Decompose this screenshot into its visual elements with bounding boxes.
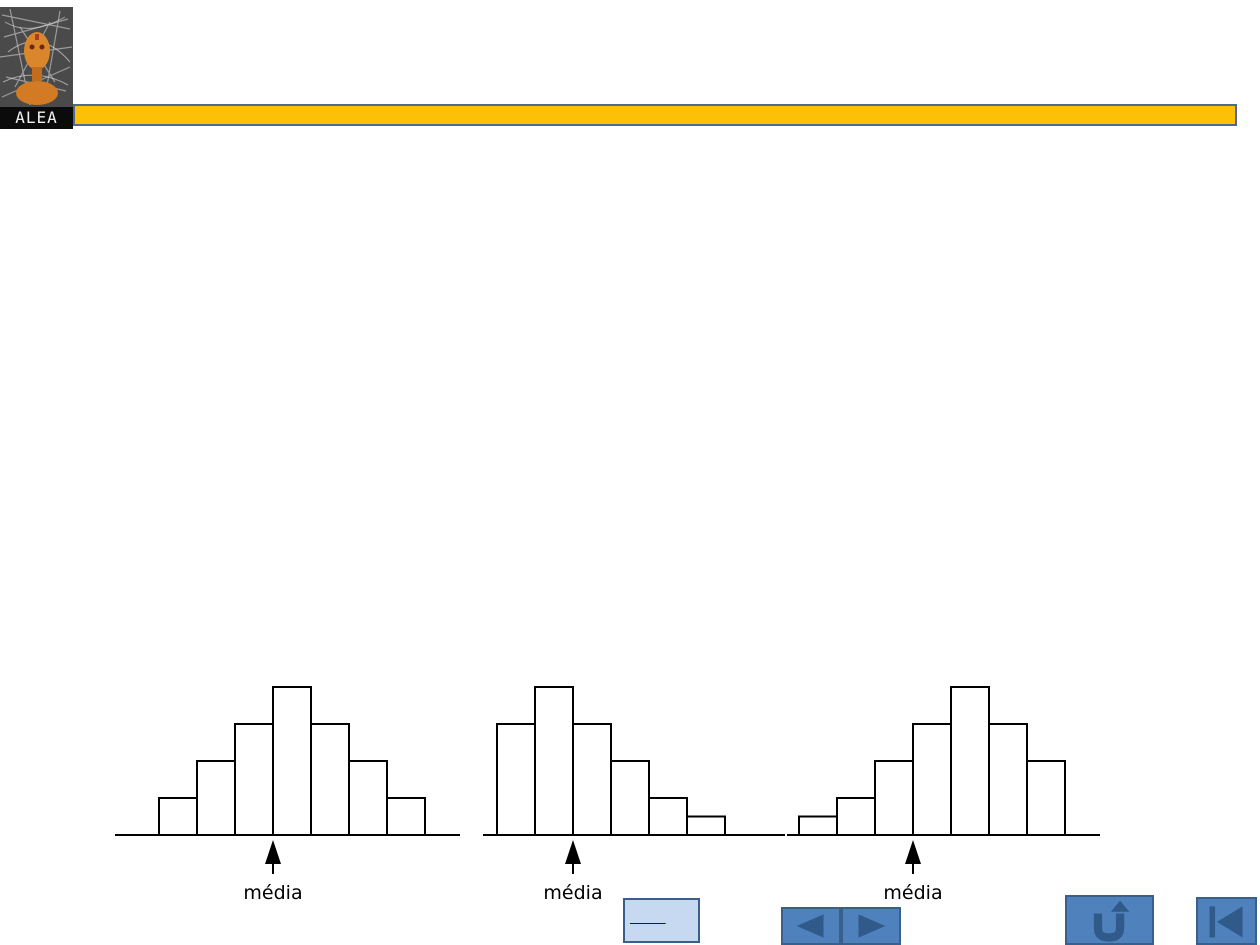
- mean-arrow-icon: [905, 840, 921, 864]
- histogram-bar: [348, 760, 388, 836]
- hyperlink-box[interactable]: [623, 898, 700, 943]
- histogram-right-skewed: média: [483, 686, 785, 904]
- histogram-bar: [836, 797, 876, 836]
- alea-logo: ALEA: [0, 7, 73, 129]
- prev-slide-button[interactable]: [781, 907, 841, 945]
- histogram-bar: [234, 723, 274, 836]
- histogram-bar: [798, 815, 838, 836]
- histogram-bar: [158, 797, 198, 836]
- histogram-bar: [988, 723, 1028, 836]
- prev-arrow-icon: [796, 914, 824, 938]
- mean-label: média: [243, 882, 302, 904]
- histogram-bar: [496, 723, 536, 836]
- histogram-bar: [1026, 760, 1066, 836]
- histogram-left-skewed: média: [787, 686, 1100, 904]
- mean-arrow-icon: [565, 840, 581, 864]
- histogram-bar: [874, 760, 914, 836]
- first-slide-icon: [1209, 906, 1243, 938]
- histogram-symmetric: média: [115, 686, 460, 904]
- histogram-bar: [572, 723, 612, 836]
- return-button[interactable]: [1065, 895, 1154, 945]
- histogram-bar: [272, 686, 312, 836]
- return-icon: [1093, 900, 1130, 942]
- histogram-bar: [610, 760, 650, 836]
- logo-text: ALEA: [0, 107, 73, 129]
- next-arrow-icon: [858, 914, 886, 938]
- histogram-bar: [196, 760, 236, 836]
- histogram-bar: [912, 723, 952, 836]
- histogram-bar: [386, 797, 426, 836]
- histogram-bar: [686, 815, 726, 836]
- mean-arrow-icon: [265, 840, 281, 864]
- histogram-bar: [534, 686, 574, 836]
- next-slide-button[interactable]: [841, 907, 901, 945]
- title-bar: [73, 104, 1237, 126]
- mean-label: média: [883, 882, 942, 904]
- mean-label: média: [543, 882, 602, 904]
- hyperlink-text[interactable]: [630, 910, 666, 926]
- histogram-bar: [950, 686, 990, 836]
- first-slide-button[interactable]: [1196, 897, 1257, 945]
- histogram-bar: [648, 797, 688, 836]
- histogram-bar: [310, 723, 350, 836]
